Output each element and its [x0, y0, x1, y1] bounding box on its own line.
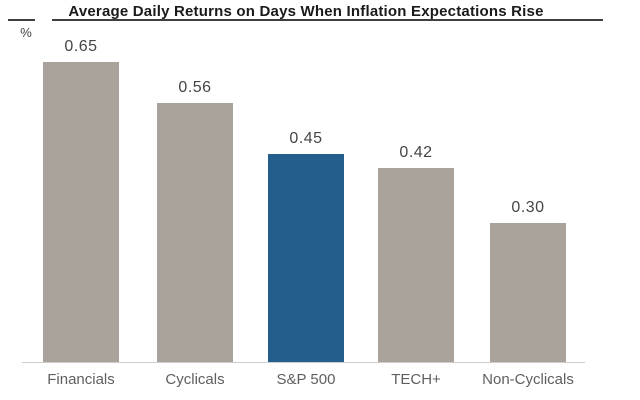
bar-financials [43, 62, 119, 362]
bar-cyclicals [157, 103, 233, 362]
x-axis-label-financials: Financials [47, 371, 115, 388]
x-axis-label-tech: TECH+ [391, 371, 441, 388]
title-underline-rule [52, 19, 603, 21]
y-axis-unit-label: % [20, 25, 32, 40]
x-axis-line [22, 362, 585, 363]
bar-value-label-s-p-500: 0.45 [289, 130, 323, 147]
bar-value-label-non-cyclicals: 0.30 [511, 199, 545, 216]
x-axis-label-cyclicals: Cyclicals [165, 371, 225, 388]
chart-title: Average Daily Returns on Days When Infla… [68, 3, 544, 20]
x-axis-label-s-p-500: S&P 500 [276, 371, 336, 388]
bar-s-p-500 [268, 154, 344, 362]
bar-value-label-tech: 0.42 [399, 144, 433, 161]
bar-tech [378, 168, 454, 362]
bar-value-label-cyclicals: 0.56 [178, 79, 212, 96]
bar-value-label-financials: 0.65 [64, 38, 98, 55]
x-axis-label-non-cyclicals: Non-Cyclicals [482, 371, 574, 388]
bar-non-cyclicals [490, 223, 566, 362]
header-rule-short [8, 19, 35, 21]
